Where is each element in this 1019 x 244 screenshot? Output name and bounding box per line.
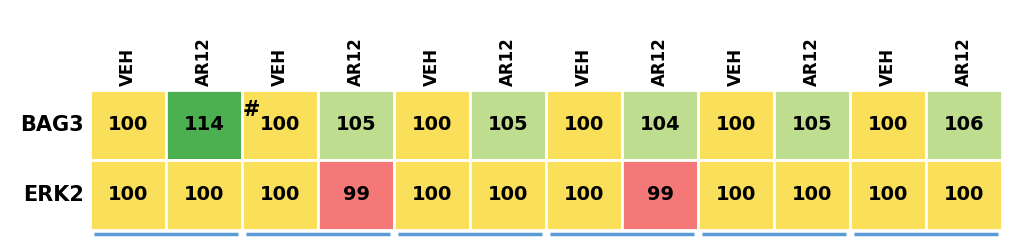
Text: 105: 105: [791, 115, 832, 134]
Text: 105: 105: [487, 115, 528, 134]
Bar: [622, 160, 697, 230]
Bar: [545, 160, 622, 230]
Text: 100: 100: [943, 185, 983, 204]
Text: VEH: VEH: [727, 48, 744, 86]
Text: 100: 100: [791, 185, 832, 204]
Text: AR12: AR12: [498, 37, 517, 86]
Bar: [393, 90, 470, 160]
Text: AR12: AR12: [802, 37, 820, 86]
Text: 99: 99: [646, 185, 673, 204]
Bar: [545, 90, 622, 160]
Bar: [697, 90, 773, 160]
Text: 100: 100: [867, 185, 907, 204]
Text: AR12: AR12: [346, 37, 365, 86]
Text: 100: 100: [715, 185, 755, 204]
Bar: [697, 160, 773, 230]
Bar: [90, 90, 166, 160]
Text: 100: 100: [564, 185, 603, 204]
Text: 99: 99: [342, 185, 369, 204]
Text: 100: 100: [564, 115, 603, 134]
Bar: [622, 90, 697, 160]
Bar: [393, 160, 470, 230]
Text: AR12: AR12: [195, 37, 213, 86]
Text: BAG3: BAG3: [20, 115, 84, 135]
Text: 100: 100: [487, 185, 528, 204]
Text: 100: 100: [867, 115, 907, 134]
Bar: [166, 90, 242, 160]
Bar: [773, 90, 849, 160]
Text: #: #: [243, 100, 260, 120]
Bar: [849, 160, 925, 230]
Bar: [925, 90, 1001, 160]
Text: ERK2: ERK2: [23, 185, 84, 205]
Text: 100: 100: [412, 185, 451, 204]
Bar: [470, 160, 545, 230]
Text: VEH: VEH: [878, 48, 896, 86]
Bar: [90, 160, 166, 230]
Bar: [318, 160, 393, 230]
Text: VEH: VEH: [271, 48, 288, 86]
Text: AR12: AR12: [954, 37, 972, 86]
Bar: [318, 90, 393, 160]
Bar: [166, 160, 242, 230]
Text: VEH: VEH: [423, 48, 440, 86]
Text: 106: 106: [943, 115, 983, 134]
Text: 100: 100: [108, 115, 148, 134]
Text: 100: 100: [108, 185, 148, 204]
Text: 100: 100: [260, 115, 300, 134]
Text: VEH: VEH: [119, 48, 137, 86]
Bar: [242, 90, 318, 160]
Bar: [849, 90, 925, 160]
Text: 100: 100: [260, 185, 300, 204]
Text: 100: 100: [715, 115, 755, 134]
Bar: [242, 160, 318, 230]
Text: VEH: VEH: [575, 48, 592, 86]
Text: 104: 104: [639, 115, 680, 134]
Text: 100: 100: [183, 185, 224, 204]
Text: 114: 114: [183, 115, 224, 134]
Text: AR12: AR12: [650, 37, 668, 86]
Bar: [925, 160, 1001, 230]
Text: 105: 105: [335, 115, 376, 134]
Text: 100: 100: [412, 115, 451, 134]
Bar: [773, 160, 849, 230]
Bar: [470, 90, 545, 160]
